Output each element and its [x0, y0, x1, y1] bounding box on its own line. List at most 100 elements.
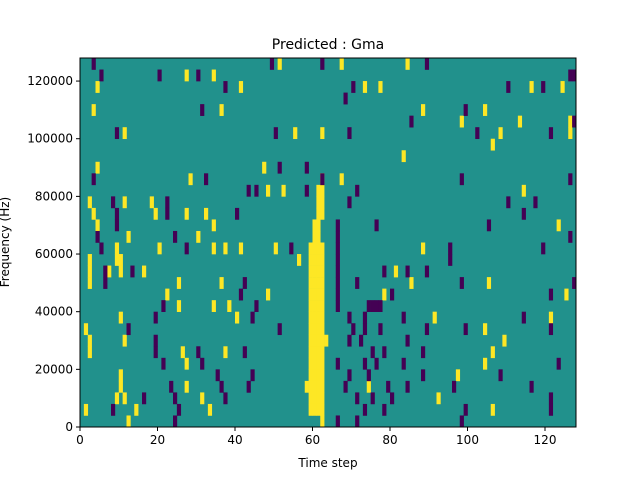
heatmap-cell-high [490, 346, 495, 359]
heatmap-cell-low [153, 334, 158, 347]
heatmap-cell-low [347, 311, 352, 324]
heatmap-cell-low [405, 380, 410, 393]
heatmap-cell-low [362, 323, 368, 336]
heatmap-cell-high [517, 115, 523, 128]
heatmap-cell-high [273, 242, 278, 255]
heatmap-cell-high [556, 219, 561, 232]
heatmap-cell-low [250, 311, 255, 324]
heatmap-cell-low [176, 403, 182, 416]
heatmap-cell-high [308, 392, 313, 405]
heatmap-cell-low [351, 81, 356, 93]
heatmap-cell-high [316, 288, 321, 301]
heatmap-cell-high [316, 207, 321, 220]
heatmap-cell-high [95, 161, 100, 174]
heatmap-cell-low [173, 230, 178, 243]
heatmap-cell-high [320, 288, 325, 301]
heatmap-cell-low [370, 300, 375, 312]
heatmap-cell-high [122, 392, 127, 405]
heatmap-cell-low [169, 380, 174, 393]
heatmap-cell-high [184, 69, 189, 82]
heatmap-cell-low [374, 357, 379, 370]
heatmap-cell-high [308, 300, 313, 312]
heatmap-cell-low [424, 58, 430, 70]
heatmap-cell-high [122, 334, 127, 347]
heatmap-cell-high [308, 334, 313, 347]
heatmap-cell-high [312, 230, 317, 243]
heatmap-cell-low [347, 334, 352, 347]
heatmap-cell-low [335, 415, 340, 428]
heatmap-cell-low [568, 173, 573, 186]
heatmap-cell-high [184, 380, 189, 393]
heatmap-cell-high [312, 311, 317, 324]
heatmap-cell-high [165, 288, 170, 301]
heatmap-cell-high [176, 300, 182, 312]
y-tick-label: 60000 [35, 247, 73, 261]
heatmap-cell-low [405, 265, 410, 278]
heatmap-cell-high [308, 369, 313, 382]
heatmap-cell-low [541, 242, 546, 255]
heatmap-cell-high [87, 265, 92, 278]
heatmap-cell-high [153, 207, 158, 220]
heatmap-cell-high [180, 346, 185, 359]
heatmap-cell-high [320, 380, 325, 393]
heatmap-cell-high [320, 265, 325, 278]
heatmap-cell-low [498, 369, 503, 382]
heatmap-cell-low [235, 207, 240, 220]
heatmap-cell-low [506, 81, 511, 93]
heatmap-cell-low [204, 173, 209, 186]
heatmap-cell-high [421, 242, 426, 255]
heatmap-cell-low [335, 357, 340, 370]
heatmap-cell-low [459, 173, 464, 186]
heatmap-cell-high [312, 265, 317, 278]
heatmap-cell-low [184, 242, 189, 255]
heatmap-cell-high [320, 334, 325, 347]
heatmap-cell-low [289, 242, 294, 255]
heatmap-cell-low [409, 115, 414, 128]
heatmap-cell-low [548, 127, 554, 140]
heatmap-cell-high [227, 300, 232, 312]
heatmap-cell-high [316, 334, 321, 347]
heatmap-cell-low [533, 196, 538, 209]
heatmap-cell-low [347, 196, 352, 209]
heatmap-cell-low [99, 69, 104, 82]
heatmap-cell-low [320, 58, 325, 70]
heatmap-cell-high [529, 81, 534, 93]
axes-frame [79, 57, 577, 428]
heatmap-cell-low [506, 196, 511, 209]
heatmap-cell-high [483, 104, 488, 116]
heatmap-cell-low [335, 288, 340, 301]
heatmap-cell-high [149, 196, 154, 209]
heatmap-cell-high [316, 219, 321, 232]
heatmap-cell-low [173, 415, 178, 428]
y-tick-label: 0 [65, 420, 73, 434]
heatmap-cell-high [114, 254, 120, 266]
heatmap-cell-high [312, 300, 317, 312]
heatmap-cell-high [308, 323, 313, 336]
heatmap-cell-high [134, 403, 139, 416]
heatmap-cell-high [316, 265, 321, 278]
heatmap-cell-high [486, 277, 492, 289]
heatmap-cell-low [459, 415, 464, 428]
heatmap-cell-low [254, 184, 259, 197]
heatmap-cell-low [200, 357, 205, 370]
heatmap-cell-high [126, 230, 131, 243]
heatmap-cell-low [126, 323, 131, 336]
x-tick-label: 100 [456, 433, 479, 447]
heatmap-cell-low [401, 311, 406, 324]
heatmap-cell-high [459, 115, 464, 128]
heatmap-cell-high [312, 357, 317, 370]
heatmap-cell-low [448, 242, 453, 255]
y-axis-ticks: 0 20000 40000 60000 80000 100000 120000 [27, 74, 80, 434]
heatmap-cell-high [83, 323, 89, 336]
heatmap-cell-high [490, 403, 495, 416]
heatmap-cell-low [165, 196, 170, 209]
heatmap-cell-low [378, 300, 383, 312]
heatmap-cell-high [312, 277, 317, 289]
heatmap-cell-high [316, 323, 321, 336]
heatmap-cell-high [219, 277, 224, 289]
heatmap-cell-high [157, 242, 162, 255]
heatmap-cell-low [114, 127, 120, 140]
heatmap-cell-low [200, 104, 205, 116]
heatmap-cell-high [188, 173, 193, 186]
heatmap-cell-high [316, 403, 321, 416]
